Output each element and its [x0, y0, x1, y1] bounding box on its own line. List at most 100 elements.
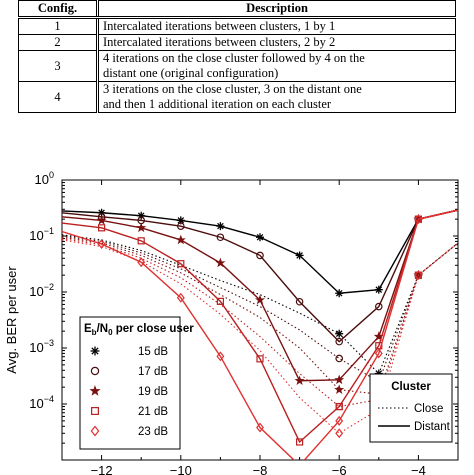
marker-shape — [294, 375, 305, 386]
data-point — [256, 251, 264, 260]
legend-label: 19 dB — [138, 386, 168, 398]
marker-shape — [90, 425, 100, 437]
x-tick-label: −10 — [170, 463, 192, 475]
marker-shape — [97, 224, 106, 232]
legend-marker — [90, 346, 100, 356]
legend-marker — [90, 425, 100, 437]
x-tick-label: −4 — [411, 463, 426, 475]
legend-label: 23 dB — [138, 426, 168, 438]
data-point — [295, 251, 304, 260]
data-point — [295, 297, 304, 306]
marker-shape — [256, 251, 264, 260]
config-cell: 2 — [18, 34, 98, 51]
description-line: distant one (original configuration) — [103, 66, 279, 80]
data-point — [334, 384, 345, 394]
table-header-row: Config. Description — [18, 0, 456, 19]
y-tick-label: 100 — [35, 170, 54, 187]
data-point — [216, 297, 224, 305]
marker-shape — [254, 294, 266, 305]
marker-shape — [137, 257, 146, 268]
data-point — [296, 438, 304, 446]
description-line: Intercalated iterations between clusters… — [103, 19, 336, 33]
marker-shape — [256, 422, 264, 433]
table-row: 2 Intercalated iterations between cluste… — [18, 34, 456, 51]
data-point — [294, 375, 305, 386]
header-description: Description — [96, 0, 456, 19]
marker-stroke — [217, 222, 224, 230]
description-line: and then 1 additional iteration on each … — [103, 97, 332, 111]
data-point — [256, 355, 264, 363]
x-tick-label: −12 — [91, 463, 113, 475]
marker-shape — [334, 374, 345, 385]
marker-shape — [414, 214, 423, 225]
legend-cluster: Cluster Close Distant — [369, 373, 453, 443]
data-point — [137, 257, 146, 268]
series-close-line — [62, 236, 458, 395]
marker-stroke — [256, 233, 264, 241]
marker-shape — [335, 415, 344, 426]
data-point — [374, 302, 383, 311]
description-line: Intercalated iterations between clusters… — [103, 35, 336, 49]
marker-shape — [176, 292, 185, 303]
marker-shape — [216, 297, 224, 305]
legend-marker — [89, 385, 101, 396]
data-point — [335, 354, 344, 363]
marker-shape — [335, 354, 344, 363]
data-point — [177, 222, 185, 230]
legend-title: Cluster — [391, 381, 431, 393]
data-point — [176, 292, 185, 303]
marker-shape — [295, 297, 304, 306]
marker-stroke — [335, 330, 343, 337]
data-point — [216, 222, 225, 231]
legend-snr: Eb/N0 per close user 15 dB 17 dB 19 dB 21 dB… — [79, 316, 194, 450]
data-point — [335, 337, 344, 346]
legend-title: Eb/N0 per close user — [84, 323, 194, 337]
config-cell: 3 — [18, 50, 98, 82]
marker-shape — [96, 215, 107, 225]
data-point — [175, 234, 186, 245]
marker-shape — [216, 351, 225, 362]
data-point — [136, 222, 147, 233]
data-point — [374, 285, 383, 294]
marker-shape — [216, 233, 225, 242]
data-point — [335, 415, 344, 426]
y-tick-label: 10−1 — [29, 226, 54, 243]
data-point — [256, 422, 264, 433]
legend-marker — [90, 366, 100, 376]
data-point — [374, 348, 383, 359]
marker-shape — [334, 384, 345, 394]
data-point — [96, 215, 107, 225]
data-point — [137, 237, 145, 245]
series-close-line — [62, 238, 458, 408]
x-tick-label: −6 — [332, 463, 347, 475]
y-axis-label: Avg. BER per user — [4, 266, 19, 374]
legend-label: 21 dB — [138, 406, 168, 418]
data-point — [414, 270, 423, 281]
marker-shape — [175, 234, 186, 245]
marker-shape — [296, 438, 304, 446]
description-cell: Intercalated iterations between clusters… — [96, 17, 456, 35]
legend-box — [79, 316, 181, 450]
marker-stroke — [296, 252, 303, 259]
marker-stroke — [335, 289, 343, 297]
description-cell: Intercalated iterations between clusters… — [96, 34, 456, 51]
marker-shape — [414, 270, 423, 281]
config-cell: 4 — [18, 81, 98, 113]
marker-shape — [335, 402, 343, 411]
legend-label: 17 dB — [138, 366, 168, 378]
marker-shape — [215, 257, 226, 268]
header-config: Config. — [18, 0, 98, 19]
data-point — [335, 428, 344, 439]
marker-shape — [374, 302, 383, 311]
y-tick-label: 10−3 — [29, 338, 54, 355]
legend-marker — [91, 407, 99, 415]
data-point — [97, 224, 106, 232]
legend-label: Distant — [414, 421, 451, 433]
marker-stroke — [375, 286, 383, 293]
table-row: 3 4 iterations on the close cluster foll… — [18, 50, 456, 82]
data-point — [254, 294, 266, 305]
marker-shape — [177, 260, 185, 268]
description-cell: 4 iterations on the close cluster follow… — [96, 50, 456, 82]
marker-shape — [97, 239, 106, 249]
data-point — [334, 374, 345, 385]
